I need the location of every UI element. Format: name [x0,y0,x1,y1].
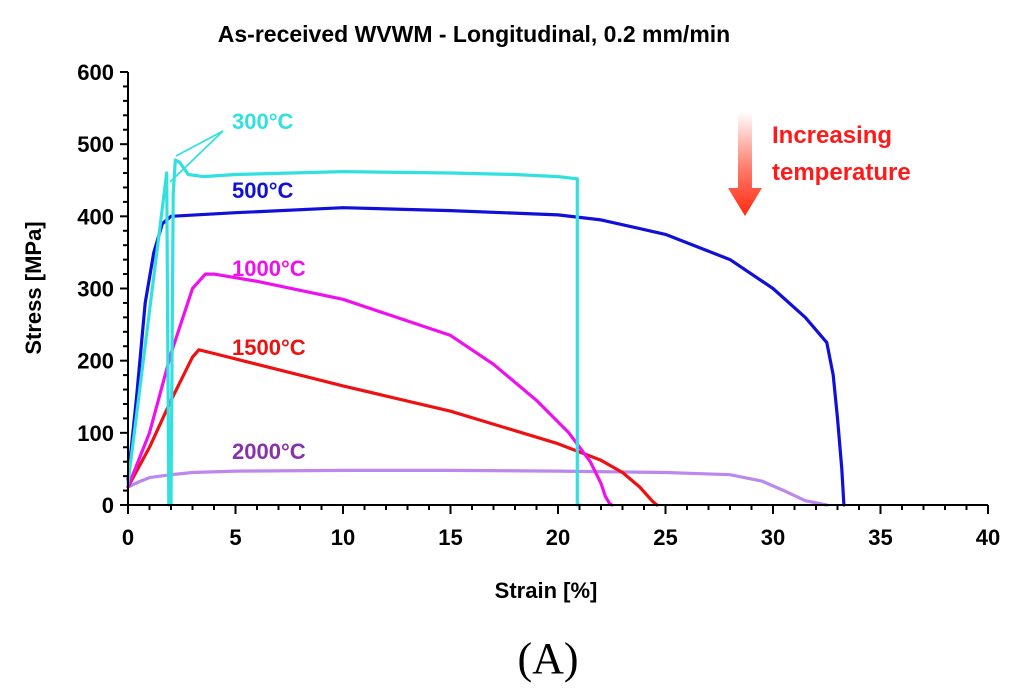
series-line-1500 [126,348,659,507]
chart-title: As-received WVWM - Longitudinal, 0.2 mm/… [218,21,730,47]
panel-label: (A) [517,634,578,683]
y-tick-label: 200 [77,349,114,374]
series-300-pointer-line-b [169,130,224,183]
x-tick-label: 10 [331,525,355,550]
y-tick-label: 500 [77,132,114,157]
y-tick-label: 300 [77,277,114,302]
series-label-300: 300°C [232,109,294,134]
x-tick-label: 20 [546,525,570,550]
x-tick-label: 25 [653,525,677,550]
down-arrow-icon [728,112,762,216]
x-tick-label: 15 [438,525,462,550]
series-label-1500: 1500°C [232,335,306,360]
series-300-pointer-line-a [175,130,224,157]
series-line-500 [126,206,846,507]
series-label-2000: 2000°C [232,439,306,464]
series-line-1000 [126,272,614,507]
x-tick-label: 35 [868,525,892,550]
x-axis-title: Strain [%] [495,578,598,603]
annotation-line-2: temperature [772,159,911,186]
series-300-pointer [169,130,224,183]
y-tick-label: 0 [102,493,114,518]
y-axis-ticks: 0 100 200 300 400 500 600 [77,60,128,518]
series-label-1000: 1000°C [232,256,306,281]
x-tick-label: 40 [976,525,1000,550]
y-axis-title: Stress [MPa] [21,221,46,354]
y-tick-label: 600 [77,60,114,85]
x-tick-label: 5 [229,525,241,550]
y-tick-label: 400 [77,204,114,229]
y-tick-label: 100 [77,421,114,446]
x-tick-label: 30 [761,525,785,550]
series-line-2000 [126,468,829,507]
x-tick-label: 0 [122,525,134,550]
annotation-line-1: Increasing [772,122,892,149]
series-label-500: 500°C [232,178,294,203]
x-axis-ticks: 0 5 10 15 20 25 30 35 40 [122,505,1000,550]
